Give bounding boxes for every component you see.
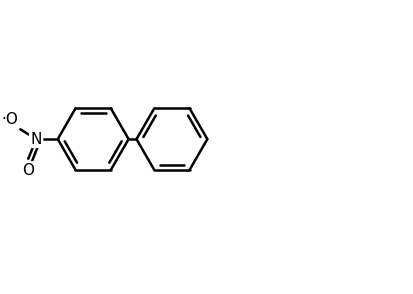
Text: ·O: ·O bbox=[2, 112, 18, 127]
Text: N: N bbox=[31, 132, 42, 147]
Text: O: O bbox=[22, 163, 34, 178]
